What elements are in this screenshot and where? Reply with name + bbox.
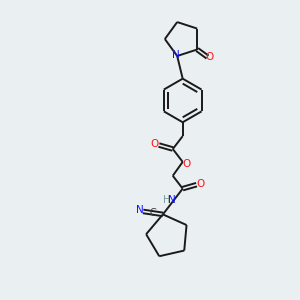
Text: C: C — [150, 208, 156, 218]
Text: O: O — [206, 52, 214, 62]
Text: N: N — [168, 194, 176, 205]
Text: O: O — [182, 159, 191, 169]
Text: O: O — [151, 139, 159, 149]
Text: O: O — [196, 179, 205, 189]
Text: H: H — [163, 194, 170, 205]
Text: N: N — [172, 50, 180, 60]
Text: N: N — [136, 206, 144, 215]
